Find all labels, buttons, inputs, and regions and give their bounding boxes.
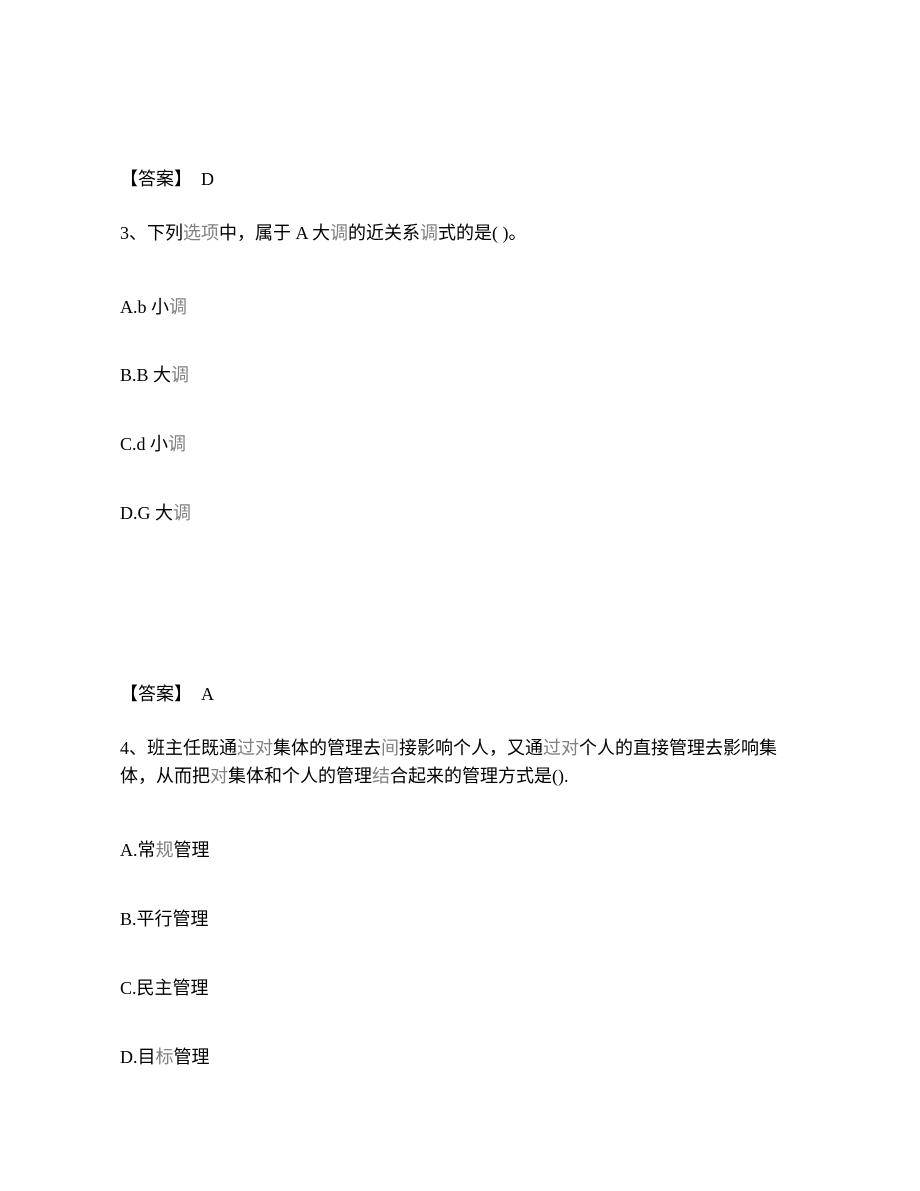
answer-value: A xyxy=(201,684,214,704)
answer-label: 【答案】 xyxy=(120,169,192,189)
answer-2: 【答案】 D xyxy=(120,165,800,194)
question-3-option-c: C.d 小调 xyxy=(120,430,800,459)
question-3-option-b: B.B 大调 xyxy=(120,361,800,390)
question-4-text: 4、班主任既通过对集体的管理去间接影响个人，又通过对个人的直接管理去影响集体，从… xyxy=(120,734,800,792)
answer-value: D xyxy=(201,169,214,189)
question-4-option-a: A.常规管理 xyxy=(120,836,800,865)
question-4-option-d: D.目标管理 xyxy=(120,1043,800,1072)
question-4-option-c: C.民主管理 xyxy=(120,974,800,1003)
question-3-option-a: A.b 小调 xyxy=(120,293,800,322)
answer-3: 【答案】 A xyxy=(120,680,800,709)
answer-label: 【答案】 xyxy=(120,684,192,704)
question-4-option-b: B.平行管理 xyxy=(120,905,800,934)
question-3-option-d: D.G 大调 xyxy=(120,499,800,528)
question-3-text: 3、下列选项中，属于 A 大调的近关系调式的是( )。 xyxy=(120,219,800,248)
